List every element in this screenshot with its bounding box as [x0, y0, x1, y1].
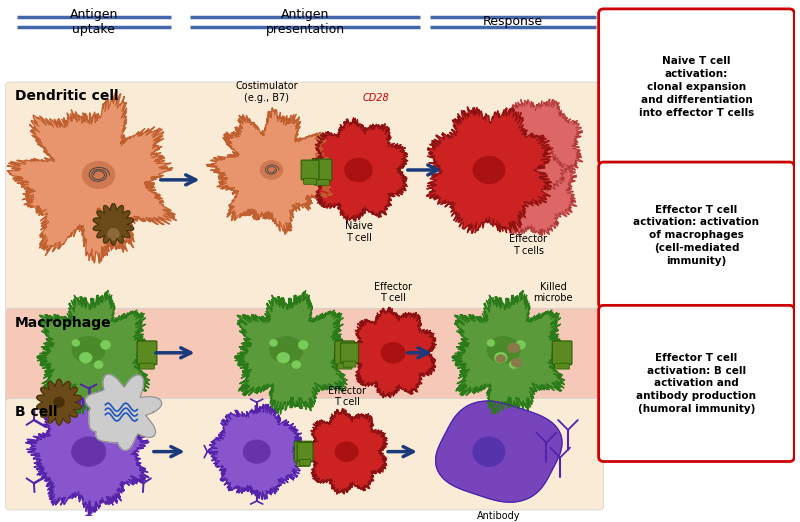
Text: Effector
T cell: Effector T cell [328, 386, 366, 407]
Polygon shape [234, 290, 349, 414]
FancyBboxPatch shape [341, 343, 358, 363]
FancyBboxPatch shape [298, 442, 313, 461]
Ellipse shape [101, 340, 110, 349]
Ellipse shape [473, 437, 505, 467]
Ellipse shape [270, 339, 278, 347]
Text: B cell: B cell [14, 405, 57, 419]
Ellipse shape [260, 161, 283, 180]
FancyBboxPatch shape [6, 398, 603, 510]
FancyBboxPatch shape [294, 441, 312, 462]
Ellipse shape [298, 340, 308, 349]
FancyBboxPatch shape [343, 361, 356, 367]
Polygon shape [426, 107, 553, 233]
Polygon shape [37, 290, 151, 414]
Ellipse shape [507, 343, 520, 353]
Text: Naive
T cell: Naive T cell [345, 221, 373, 243]
FancyBboxPatch shape [598, 9, 794, 165]
FancyBboxPatch shape [6, 309, 603, 403]
Text: Naive T cell
activation:
clonal expansion
and differentiation
into effector T ce: Naive T cell activation: clonal expansio… [639, 56, 754, 117]
FancyBboxPatch shape [554, 363, 570, 369]
Ellipse shape [487, 339, 495, 347]
Polygon shape [93, 204, 134, 245]
FancyBboxPatch shape [552, 341, 572, 365]
Text: Antibody: Antibody [477, 511, 521, 521]
FancyBboxPatch shape [312, 159, 332, 181]
FancyBboxPatch shape [297, 460, 310, 467]
Text: CD28: CD28 [362, 93, 389, 103]
Ellipse shape [79, 352, 92, 363]
Ellipse shape [473, 157, 505, 184]
FancyBboxPatch shape [301, 160, 319, 180]
FancyBboxPatch shape [300, 459, 310, 466]
Text: Effector
T cells: Effector T cells [510, 234, 547, 256]
Ellipse shape [509, 361, 518, 369]
Text: Dendritic cell: Dendritic cell [14, 89, 118, 103]
FancyBboxPatch shape [140, 363, 154, 369]
Ellipse shape [516, 340, 526, 349]
Ellipse shape [277, 352, 290, 363]
Ellipse shape [54, 397, 64, 407]
Text: Response: Response [482, 15, 542, 28]
Polygon shape [7, 93, 177, 263]
Ellipse shape [243, 440, 270, 463]
Polygon shape [208, 404, 302, 500]
Ellipse shape [82, 161, 115, 188]
Polygon shape [26, 388, 149, 514]
Text: Antigen
uptake: Antigen uptake [70, 8, 118, 35]
Ellipse shape [335, 442, 358, 461]
Ellipse shape [487, 337, 521, 363]
Ellipse shape [345, 158, 372, 182]
Text: Macrophage: Macrophage [14, 316, 111, 330]
FancyBboxPatch shape [338, 363, 352, 369]
Polygon shape [303, 409, 387, 494]
Ellipse shape [270, 337, 303, 363]
FancyBboxPatch shape [137, 341, 157, 365]
Text: Killed
microbe: Killed microbe [534, 282, 573, 303]
Polygon shape [37, 379, 82, 425]
Polygon shape [436, 401, 562, 502]
FancyBboxPatch shape [598, 305, 794, 461]
Text: Antigen
presentation: Antigen presentation [266, 8, 345, 35]
Ellipse shape [107, 228, 119, 240]
Ellipse shape [94, 361, 103, 369]
Text: Costimulator
(e.g., B7): Costimulator (e.g., B7) [235, 81, 298, 103]
Polygon shape [206, 108, 333, 234]
Ellipse shape [292, 361, 301, 369]
Ellipse shape [72, 337, 106, 363]
Ellipse shape [381, 342, 405, 363]
Polygon shape [86, 374, 162, 450]
Ellipse shape [72, 339, 80, 347]
FancyBboxPatch shape [334, 341, 354, 365]
Polygon shape [484, 144, 577, 236]
FancyBboxPatch shape [304, 179, 317, 184]
Polygon shape [346, 307, 436, 398]
FancyBboxPatch shape [6, 82, 603, 312]
Polygon shape [490, 99, 582, 192]
Ellipse shape [511, 358, 522, 367]
Ellipse shape [72, 437, 106, 466]
FancyBboxPatch shape [598, 162, 794, 309]
Text: Effector T cell
activation: B cell
activation and
antibody production
(humoral i: Effector T cell activation: B cell activ… [637, 353, 757, 414]
Ellipse shape [496, 355, 506, 363]
Polygon shape [452, 290, 566, 414]
Polygon shape [306, 118, 408, 222]
Text: Effector T cell
activation: activation
of macrophages
(cell-mediated
immunity): Effector T cell activation: activation o… [634, 205, 759, 266]
FancyBboxPatch shape [314, 180, 330, 185]
Text: Effector
T cell: Effector T cell [374, 282, 412, 303]
Ellipse shape [494, 352, 507, 363]
